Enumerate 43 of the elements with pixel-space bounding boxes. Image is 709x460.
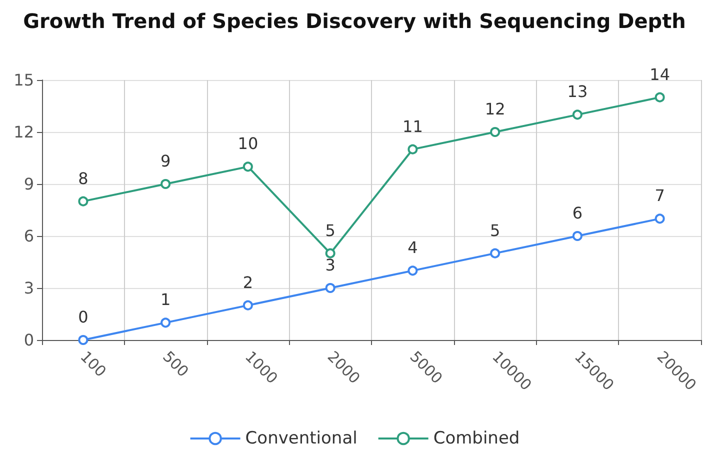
data-label: 11 — [402, 116, 423, 136]
point — [654, 92, 665, 102]
data-label: 8 — [78, 168, 88, 188]
chart-title: Growth Trend of Species Discovery with Sequencing Depth — [23, 9, 686, 33]
y-tick-label: 12 — [14, 122, 34, 142]
x-tick-label: 500 — [159, 348, 192, 381]
legend-label: Combined — [433, 428, 520, 448]
point — [160, 318, 171, 328]
y-tick-label: 0 — [24, 330, 34, 350]
point — [78, 335, 88, 345]
data-label: 4 — [408, 238, 418, 258]
legend-label: Conventional — [245, 428, 358, 448]
data-label: 10 — [238, 134, 258, 154]
y-tick-label: 6 — [24, 226, 34, 246]
point — [242, 300, 253, 310]
data-label: 6 — [572, 204, 583, 222]
point — [490, 127, 500, 137]
data-label: 0 — [78, 308, 88, 326]
y-tick-label: 3 — [24, 278, 34, 298]
x-tick-label: 100 — [76, 348, 110, 381]
point — [78, 196, 88, 206]
data-label: 3 — [325, 256, 336, 274]
data-label: 13 — [567, 82, 588, 102]
point — [160, 179, 171, 189]
point — [408, 144, 418, 154]
y-tick-label: 15 — [14, 70, 34, 90]
point — [325, 283, 336, 293]
point — [572, 110, 582, 120]
point — [654, 214, 665, 224]
data-label: 5 — [490, 220, 500, 240]
point — [325, 248, 336, 258]
data-label: 7 — [654, 186, 665, 206]
point — [242, 162, 253, 172]
data-label: 5 — [325, 220, 336, 240]
data-label: 2 — [242, 272, 254, 292]
point — [408, 266, 418, 276]
data-label: 9 — [160, 152, 171, 170]
data-label: 12 — [484, 100, 506, 118]
point — [572, 231, 582, 241]
data-label: 1 — [160, 290, 171, 310]
data-label: 14 — [650, 64, 670, 84]
y-tick-label: 9 — [24, 174, 34, 194]
point — [490, 248, 500, 258]
